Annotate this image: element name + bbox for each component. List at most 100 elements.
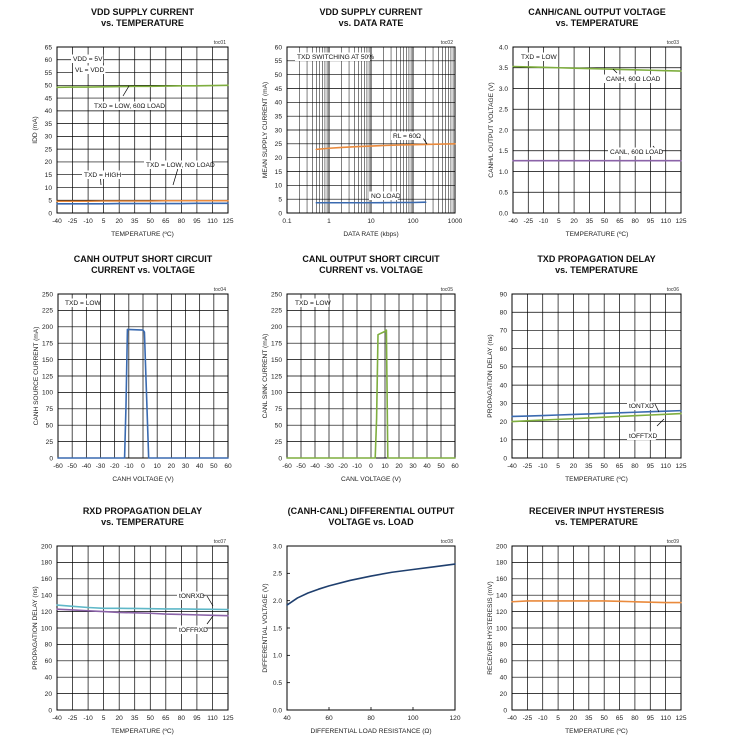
- chart-annotation: TXD = LOW, 60Ω LOAD: [94, 103, 165, 110]
- x-tick-label: -60: [282, 463, 292, 470]
- y-tick-label: 1.0: [273, 653, 282, 660]
- x-tick-label: 125: [222, 715, 233, 722]
- chart-annotation: tOFFRXD: [179, 627, 208, 634]
- x-tick-label: 30: [182, 463, 190, 470]
- x-axis-label: TEMPERATURE (ºC): [111, 728, 174, 735]
- x-tick-label: 120: [449, 715, 460, 722]
- x-tick-label: -40: [507, 715, 517, 722]
- x-tick-label: -30: [324, 463, 334, 470]
- y-tick-label: 175: [42, 341, 53, 348]
- annotation-bg: [604, 74, 658, 83]
- x-tick-label: 125: [222, 218, 233, 225]
- x-tick-label: 0.1: [282, 218, 291, 225]
- series-line: [56, 604, 229, 611]
- x-tick-label: 110: [660, 715, 671, 722]
- y-axis-label: PROPAGATION DELAY (ns): [487, 334, 494, 417]
- x-axis-label: TEMPERATURE (ºC): [565, 476, 628, 483]
- x-tick-label: -40: [52, 218, 62, 225]
- y-axis-label: IDD (mA): [32, 116, 39, 143]
- chart-title-line: VDD SUPPLY CURRENT: [91, 7, 195, 17]
- chart-annotation: TXD SWITCHING AT 50%: [297, 54, 374, 61]
- y-tick-label: 40: [500, 382, 508, 389]
- x-tick-label: -50: [67, 463, 77, 470]
- x-tick-label: 5: [556, 463, 560, 470]
- x-tick-label: -25: [523, 463, 533, 470]
- x-tick-label: 80: [631, 463, 639, 470]
- chart-title-line: CANH/CANL OUTPUT VOLTAGE: [528, 7, 666, 17]
- x-tick-label: -10: [124, 463, 134, 470]
- annotation-leader: [206, 595, 214, 607]
- y-tick-label: 50: [275, 423, 283, 430]
- x-tick-label: 65: [616, 218, 624, 225]
- x-tick-label: 30: [409, 463, 417, 470]
- chart-annotation: CANL, 60Ω LOAD: [610, 149, 664, 156]
- chart-annotation: TXD = LOW, NO LOAD: [146, 162, 215, 169]
- figure-id: toc04: [214, 287, 226, 293]
- x-tick-label: -50: [296, 463, 306, 470]
- x-tick-label: 125: [675, 218, 686, 225]
- x-tick-label: 50: [210, 463, 218, 470]
- plot-frame: [56, 46, 229, 214]
- x-tick-label: -10: [83, 218, 93, 225]
- y-tick-label: 100: [42, 390, 53, 397]
- y-tick-label: 0.5: [273, 680, 282, 687]
- x-tick-label: 20: [168, 463, 176, 470]
- chart-annotation: NO LOAD: [371, 193, 401, 200]
- chart-title-line: CURRENT vs. VOLTAGE: [319, 265, 423, 275]
- y-tick-label: 90: [500, 291, 508, 298]
- plot-frame: [511, 545, 682, 711]
- chart-annotation: TXD = LOW: [521, 54, 557, 61]
- y-tick-label: 55: [275, 58, 283, 65]
- x-tick-label: 95: [647, 715, 655, 722]
- x-tick-label: 100: [407, 715, 418, 722]
- annotation-bg: [627, 431, 656, 440]
- annotation-leader: [612, 68, 618, 74]
- y-tick-label: 200: [271, 324, 282, 331]
- x-tick-label: 0: [141, 463, 145, 470]
- annotation-bg: [92, 101, 164, 110]
- x-tick-label: 80: [178, 218, 186, 225]
- x-tick-label: -20: [110, 463, 120, 470]
- x-tick-label: 110: [660, 218, 671, 225]
- x-tick-label: 35: [585, 715, 593, 722]
- y-tick-label: 60: [45, 57, 53, 64]
- y-tick-label: 40: [45, 675, 53, 682]
- x-tick-label: 5: [102, 715, 106, 722]
- x-tick-label: 65: [616, 715, 624, 722]
- x-tick-label: -40: [82, 463, 92, 470]
- x-axis-label: DATA RATE (kbps): [343, 231, 398, 238]
- x-axis-label: CANH VOLTAGE (V): [112, 476, 173, 483]
- figure-id: toc02: [441, 40, 453, 46]
- series-line: [512, 65, 682, 72]
- y-tick-label: 160: [41, 576, 52, 583]
- y-axis-label: CANL SINK CURRENT (mA): [262, 334, 269, 419]
- y-tick-label: 20: [275, 155, 283, 162]
- annotation-leader: [654, 403, 660, 413]
- x-tick-label: 50: [147, 715, 155, 722]
- x-tick-label: -30: [96, 463, 106, 470]
- annotation-leader: [122, 85, 130, 97]
- x-tick-label: 110: [660, 463, 671, 470]
- y-tick-label: 100: [271, 390, 282, 397]
- x-tick-label: 60: [224, 463, 232, 470]
- y-tick-label: 200: [496, 543, 507, 550]
- y-tick-label: 180: [41, 560, 52, 567]
- y-tick-label: 45: [275, 86, 283, 93]
- y-tick-label: 25: [46, 439, 54, 446]
- series-line: [511, 600, 682, 604]
- y-tick-label: 75: [46, 406, 54, 413]
- chart-title-line: RXD PROPAGATION DELAY: [83, 506, 202, 516]
- chart-annotation: RL = 60Ω: [393, 133, 421, 140]
- chart-title-line: VOLTAGE vs. LOAD: [328, 517, 414, 527]
- y-axis-label: PROPAGATION DELAY (ns): [32, 586, 39, 669]
- annotation-bg: [71, 54, 104, 63]
- x-tick-label: -10: [538, 715, 548, 722]
- x-tick-label: -10: [352, 463, 362, 470]
- y-tick-label: 100: [41, 625, 52, 632]
